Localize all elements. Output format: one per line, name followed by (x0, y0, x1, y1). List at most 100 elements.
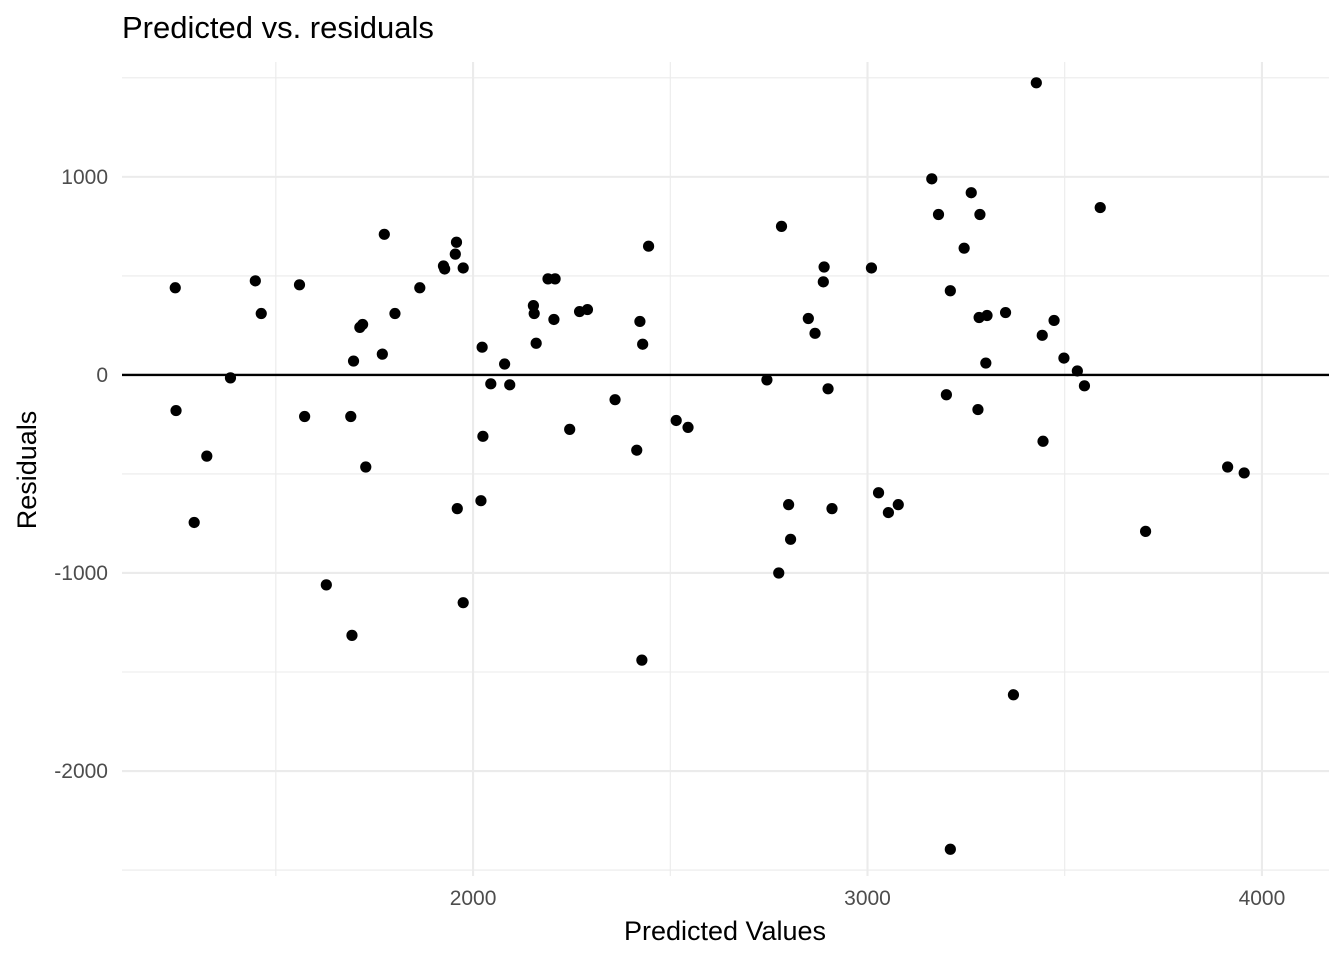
data-point (761, 374, 773, 386)
y-tick-label: 1000 (61, 166, 108, 189)
data-point (320, 579, 332, 591)
data-point (499, 358, 511, 370)
minor-gridlines (122, 62, 1329, 876)
data-point (414, 282, 426, 294)
data-point (475, 495, 487, 507)
y-axis-title: Residuals (12, 411, 42, 530)
data-point (345, 410, 357, 423)
data-point (346, 629, 358, 641)
data-point (389, 307, 401, 320)
data-point (670, 414, 682, 427)
data-point (1007, 689, 1020, 701)
data-point (504, 379, 516, 391)
data-point (360, 461, 372, 473)
data-point (1037, 435, 1049, 447)
data-point (201, 450, 213, 462)
data-point (944, 843, 956, 855)
data-point (1048, 314, 1060, 327)
data-point (564, 423, 576, 435)
data-point (1238, 467, 1250, 479)
data-point (609, 394, 621, 406)
x-tick-label: 2000 (450, 887, 497, 910)
data-point (530, 337, 542, 349)
y-tick-label: -1000 (54, 562, 108, 585)
data-point (549, 273, 561, 285)
data-point (783, 499, 795, 511)
data-point (485, 378, 497, 390)
data-point (451, 503, 463, 515)
data-point (449, 248, 461, 260)
data-point (773, 567, 785, 579)
data-point (457, 597, 469, 609)
data-point (972, 403, 984, 416)
data-point (1139, 525, 1152, 537)
data-point (476, 341, 488, 353)
data-point (170, 404, 182, 417)
data-point (872, 487, 885, 499)
data-point (477, 430, 489, 442)
data-point (548, 313, 560, 326)
data-point (1078, 380, 1091, 392)
data-point (1222, 461, 1234, 473)
data-point (299, 410, 311, 423)
data-point (1094, 201, 1106, 214)
data-point (357, 318, 369, 331)
data-point (926, 173, 938, 185)
data-point (636, 654, 648, 666)
data-point (965, 187, 977, 199)
data-point (634, 315, 646, 328)
data-point (958, 242, 970, 254)
data-point (865, 262, 878, 274)
data-point (528, 307, 540, 320)
data-point (981, 309, 993, 322)
y-axis-tick-labels: -2000 -1000 0 1000 (54, 166, 108, 783)
data-point (826, 503, 838, 515)
data-point (1030, 77, 1042, 89)
data-point (637, 338, 649, 350)
data-point (293, 279, 306, 291)
data-point (682, 421, 694, 434)
data-point (376, 348, 388, 360)
data-point (775, 220, 788, 232)
data-point (980, 357, 992, 369)
data-point (1071, 365, 1083, 377)
data-point (642, 240, 655, 252)
data-point (882, 506, 895, 519)
data-point (347, 355, 360, 367)
data-point (1036, 329, 1048, 341)
data-point (581, 303, 594, 316)
data-point (169, 282, 181, 294)
data-point (892, 499, 904, 511)
data-point (631, 444, 643, 456)
major-gridlines (122, 62, 1329, 876)
data-point (255, 307, 267, 320)
data-point (818, 261, 830, 273)
y-tick-label: 0 (96, 364, 108, 387)
data-point (999, 306, 1012, 319)
data-point (944, 285, 956, 297)
data-point (188, 516, 200, 529)
data-point (802, 312, 814, 325)
data-point (450, 236, 463, 248)
data-point (932, 208, 945, 221)
data-point (249, 275, 261, 287)
data-point (817, 276, 829, 288)
data-point (809, 327, 821, 339)
chart-title: Predicted vs. residuals (122, 10, 434, 45)
data-point (974, 208, 986, 221)
data-point (940, 389, 952, 401)
data-point (378, 228, 390, 240)
data-point (439, 263, 451, 275)
x-axis-title: Predicted Values (624, 916, 826, 946)
data-point (822, 383, 834, 395)
x-axis-tick-labels: 2000 3000 4000 (450, 887, 1286, 910)
x-tick-label: 3000 (844, 887, 891, 910)
data-point (224, 372, 237, 384)
x-tick-label: 4000 (1239, 887, 1286, 910)
data-point (457, 262, 469, 274)
scatter-points (169, 77, 1250, 855)
y-tick-label: -2000 (54, 760, 108, 783)
data-point (784, 533, 797, 545)
data-point (1058, 352, 1070, 364)
